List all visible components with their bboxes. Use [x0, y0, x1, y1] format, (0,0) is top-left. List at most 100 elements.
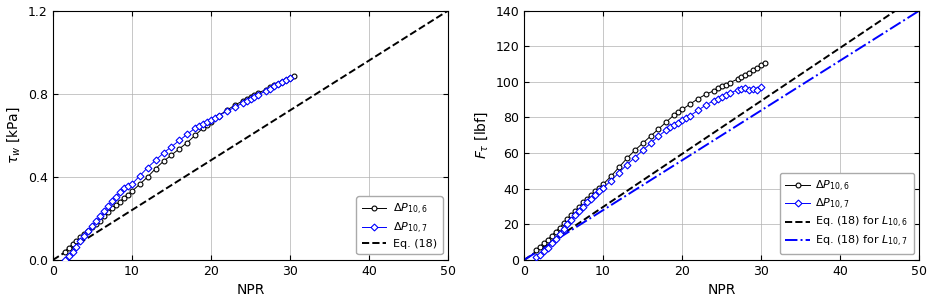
$\Delta P_{10,7}$: [122, 185, 133, 188]
$\Delta P_{10,7}$: [158, 151, 169, 155]
$\Delta P_{10,7}$: [597, 186, 608, 190]
$\Delta P_{10,6}$: [221, 108, 232, 112]
$\Delta P_{10,6}$: [281, 78, 292, 82]
$\Delta P_{10,6}$: [550, 230, 562, 233]
$\Delta P_{10,7}$: [230, 105, 241, 109]
Line: $\Delta P_{10,6}$: $\Delta P_{10,6}$: [63, 74, 297, 254]
$\Delta P_{10,6}$: [637, 142, 648, 145]
$\Delta P_{10,6}$: [269, 84, 280, 87]
$\Delta P_{10,6}$: [272, 82, 284, 86]
$\Delta P_{10,7}$: [237, 101, 248, 105]
Legend: $\Delta P_{10,6}$, $\Delta P_{10,7}$, Eq. (18) for $L_{10,6}$, Eq. (18) for $L_{: $\Delta P_{10,6}$, $\Delta P_{10,7}$, Eq…: [780, 173, 914, 255]
$\Delta P_{10,6}$: [597, 182, 608, 186]
$\Delta P_{10,7}$: [562, 223, 573, 226]
$\Delta P_{10,6}$: [701, 92, 712, 96]
$\Delta P_{10,6}$: [593, 186, 605, 190]
$\Delta P_{10,7}$: [106, 199, 118, 203]
$\Delta P_{10,6}$: [629, 148, 640, 152]
$\Delta P_{10,6}$: [558, 222, 569, 225]
X-axis label: NPR: NPR: [236, 283, 265, 298]
$\Delta P_{10,6}$: [685, 102, 696, 106]
$\Delta P_{10,7}$: [126, 182, 137, 186]
$\Delta P_{10,7}$: [260, 89, 272, 92]
$\Delta P_{10,6}$: [75, 235, 86, 239]
$\Delta P_{10,7}$: [676, 118, 688, 122]
$\Delta P_{10,7}$: [593, 190, 605, 193]
$\Delta P_{10,7}$: [669, 124, 680, 127]
$\Delta P_{10,6}$: [253, 91, 264, 95]
$\Delta P_{10,6}$: [661, 120, 672, 124]
$\Delta P_{10,6}$: [142, 175, 153, 179]
$\Delta P_{10,6}$: [724, 81, 735, 85]
$\Delta P_{10,6}$: [63, 246, 75, 249]
$\Delta P_{10,7}$: [182, 132, 193, 136]
$\Delta P_{10,7}$: [63, 254, 75, 258]
$\Delta P_{10,6}$: [189, 134, 201, 137]
$\Delta P_{10,6}$: [99, 215, 110, 218]
$\Delta P_{10,7}$: [115, 191, 126, 194]
$\Delta P_{10,6}$: [83, 229, 94, 233]
$\Delta P_{10,7}$: [736, 87, 747, 91]
$\Delta P_{10,6}$: [134, 182, 146, 186]
$\Delta P_{10,7}$: [629, 156, 640, 159]
$\Delta P_{10,6}$: [578, 200, 589, 204]
Y-axis label: $\tau_w$ [kPa]: $\tau_w$ [kPa]: [6, 106, 22, 164]
$\Delta P_{10,7}$: [542, 246, 553, 249]
$\Delta P_{10,6}$: [67, 243, 78, 246]
$\Delta P_{10,7}$: [99, 209, 110, 213]
$\Delta P_{10,7}$: [606, 179, 617, 182]
$\Delta P_{10,7}$: [205, 118, 216, 122]
$\Delta P_{10,6}$: [731, 77, 743, 81]
$\Delta P_{10,7}$: [265, 87, 276, 90]
$\Delta P_{10,7}$: [731, 88, 743, 92]
$\Delta P_{10,6}$: [590, 190, 601, 193]
$\Delta P_{10,7}$: [214, 114, 225, 117]
$\Delta P_{10,6}$: [230, 103, 241, 107]
$\Delta P_{10,6}$: [606, 175, 617, 178]
$\Delta P_{10,6}$: [736, 75, 747, 79]
$\Delta P_{10,7}$: [581, 200, 592, 204]
$\Delta P_{10,6}$: [720, 83, 731, 86]
$\Delta P_{10,7}$: [221, 110, 232, 113]
$\Delta P_{10,6}$: [158, 159, 169, 163]
$\Delta P_{10,7}$: [71, 245, 82, 248]
$\Delta P_{10,6}$: [613, 165, 624, 169]
$\Delta P_{10,6}$: [103, 210, 114, 214]
$\Delta P_{10,6}$: [574, 205, 585, 208]
$\Delta P_{10,6}$: [708, 89, 719, 92]
$\Delta P_{10,6}$: [150, 167, 161, 170]
$\Delta P_{10,7}$: [285, 76, 296, 80]
$\Delta P_{10,6}$: [565, 213, 577, 216]
$\Delta P_{10,6}$: [653, 127, 664, 131]
$\Delta P_{10,6}$: [122, 193, 133, 196]
$\Delta P_{10,7}$: [198, 122, 209, 126]
$\Delta P_{10,6}$: [756, 63, 767, 67]
$\Delta P_{10,6}$: [692, 97, 703, 101]
$\Delta P_{10,7}$: [558, 227, 569, 231]
$\Delta P_{10,6}$: [530, 248, 541, 252]
Line: $\Delta P_{10,7}$: $\Delta P_{10,7}$: [534, 85, 764, 260]
$\Delta P_{10,6}$: [562, 217, 573, 221]
$\Delta P_{10,7}$: [78, 234, 90, 238]
X-axis label: NPR: NPR: [707, 283, 736, 298]
$\Delta P_{10,7}$: [645, 142, 656, 145]
$\Delta P_{10,7}$: [150, 158, 161, 162]
Line: $\Delta P_{10,6}$: $\Delta P_{10,6}$: [534, 61, 768, 253]
$\Delta P_{10,6}$: [87, 225, 98, 228]
$\Delta P_{10,6}$: [752, 66, 763, 69]
$\Delta P_{10,7}$: [590, 193, 601, 197]
$\Delta P_{10,6}$: [71, 239, 82, 243]
$\Delta P_{10,6}$: [91, 222, 102, 225]
$\Delta P_{10,6}$: [673, 110, 684, 114]
$\Delta P_{10,7}$: [244, 97, 256, 101]
$\Delta P_{10,7}$: [75, 239, 86, 243]
$\Delta P_{10,7}$: [752, 88, 763, 92]
$\Delta P_{10,6}$: [669, 113, 680, 117]
$\Delta P_{10,7}$: [209, 116, 220, 119]
$\Delta P_{10,7}$: [613, 171, 624, 175]
$\Delta P_{10,7}$: [744, 88, 755, 92]
$\Delta P_{10,7}$: [253, 93, 264, 97]
$\Delta P_{10,6}$: [110, 203, 121, 207]
$\Delta P_{10,7}$: [87, 224, 98, 228]
$\Delta P_{10,7}$: [570, 214, 581, 217]
